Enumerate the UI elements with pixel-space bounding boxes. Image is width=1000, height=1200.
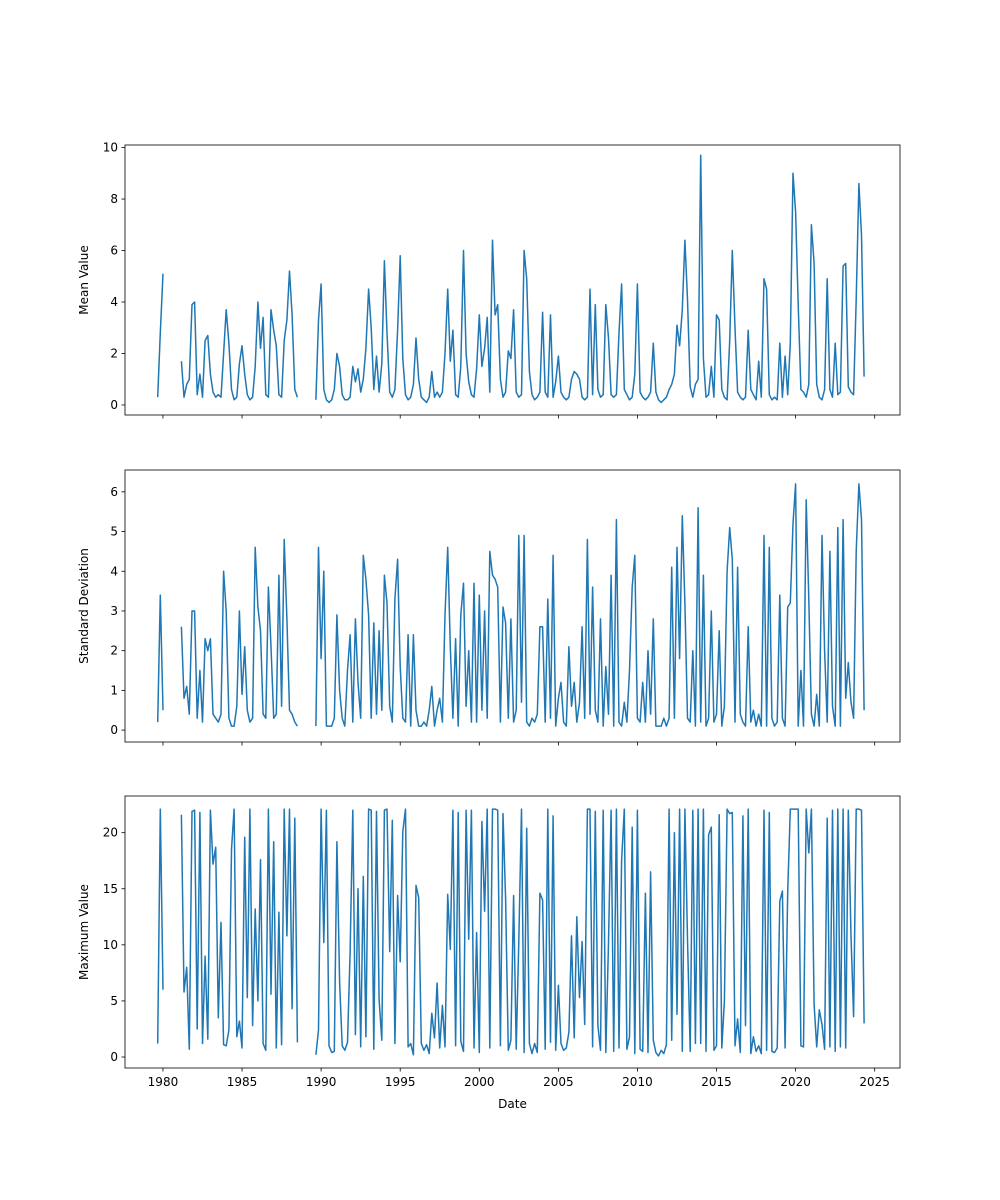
y-tick: 1	[110, 683, 125, 697]
x-tick: 2005	[543, 1068, 574, 1089]
axes-frame	[124, 469, 901, 743]
x-tick: 1990	[306, 1068, 337, 1089]
x-tick-label: 2015	[701, 1075, 732, 1089]
subplot-3: 0 5 10 15 20 1980 1985 1990 1995 2000 2005 2010 2015…	[77, 795, 901, 1111]
x-tick-label: 1980	[148, 1075, 179, 1089]
y-tick: 2	[110, 346, 125, 360]
y-tick-label: 1	[110, 683, 118, 697]
y-tick: 3	[110, 604, 125, 618]
y-tick-label: 2	[110, 644, 118, 658]
y-tick-label: 20	[103, 826, 118, 840]
y-tick-label: 5	[110, 994, 118, 1008]
y-tick: 6	[110, 244, 125, 258]
subplot-2: 0 1 2 3 4 5 6 Standard Deviation	[77, 469, 901, 746]
x-tick-label: 1985	[227, 1075, 258, 1089]
x-tick: 2025	[859, 1068, 890, 1089]
series-line	[156, 154, 865, 404]
y-tick: 15	[103, 882, 125, 896]
y-axis-label: Standard Deviation	[77, 548, 91, 664]
y-tick: 4	[110, 295, 125, 309]
y-tick-label: 4	[110, 564, 118, 578]
y-tick: 8	[110, 192, 125, 206]
x-tick-label: 2020	[780, 1075, 811, 1089]
y-tick: 10	[103, 141, 125, 155]
y-tick-label: 0	[110, 1050, 118, 1064]
x-tick: 2000	[464, 1068, 495, 1089]
x-tick: 1980	[148, 1068, 179, 1089]
x-axis-label: Date	[498, 1097, 527, 1111]
x-tick-label: 2010	[622, 1075, 653, 1089]
y-tick: 5	[110, 525, 125, 539]
x-tick-label: 1990	[306, 1075, 337, 1089]
x-tick-label: 2025	[859, 1075, 890, 1089]
y-tick-label: 0	[110, 723, 118, 737]
y-tick: 5	[110, 994, 125, 1008]
x-tick: 1995	[385, 1068, 416, 1089]
series-line	[156, 808, 865, 1057]
y-tick-label: 10	[103, 141, 118, 155]
series-line	[156, 483, 865, 727]
axes-frame	[124, 144, 901, 416]
y-tick-label: 8	[110, 192, 118, 206]
x-tick: 2010	[622, 1068, 653, 1089]
y-tick-label: 10	[103, 938, 118, 952]
subplot-1: 0 2 4 6 8 10 Mean Value	[77, 141, 901, 419]
y-tick-label: 2	[110, 346, 118, 360]
x-tick: 2020	[780, 1068, 811, 1089]
y-tick: 0	[110, 1050, 125, 1064]
x-tick: 1985	[227, 1068, 258, 1089]
axes-frame	[124, 795, 901, 1069]
y-tick-label: 3	[110, 604, 118, 618]
x-tick-label: 2005	[543, 1075, 574, 1089]
x-tick-label: 2000	[464, 1075, 495, 1089]
y-tick: 2	[110, 644, 125, 658]
y-tick-label: 5	[110, 525, 118, 539]
y-tick: 6	[110, 485, 125, 499]
y-tick-label: 0	[110, 398, 118, 412]
y-tick-label: 15	[103, 882, 118, 896]
y-tick: 0	[110, 398, 125, 412]
y-axis-label: Maximum Value	[77, 884, 91, 980]
x-tick: 2015	[701, 1068, 732, 1089]
x-tick-label: 1995	[385, 1075, 416, 1089]
y-tick: 4	[110, 564, 125, 578]
y-tick: 10	[103, 938, 125, 952]
y-tick-label: 6	[110, 244, 118, 258]
y-axis-label: Mean Value	[77, 245, 91, 314]
y-tick-label: 6	[110, 485, 118, 499]
y-tick-label: 4	[110, 295, 118, 309]
y-tick: 20	[103, 826, 125, 840]
y-tick: 0	[110, 723, 125, 737]
